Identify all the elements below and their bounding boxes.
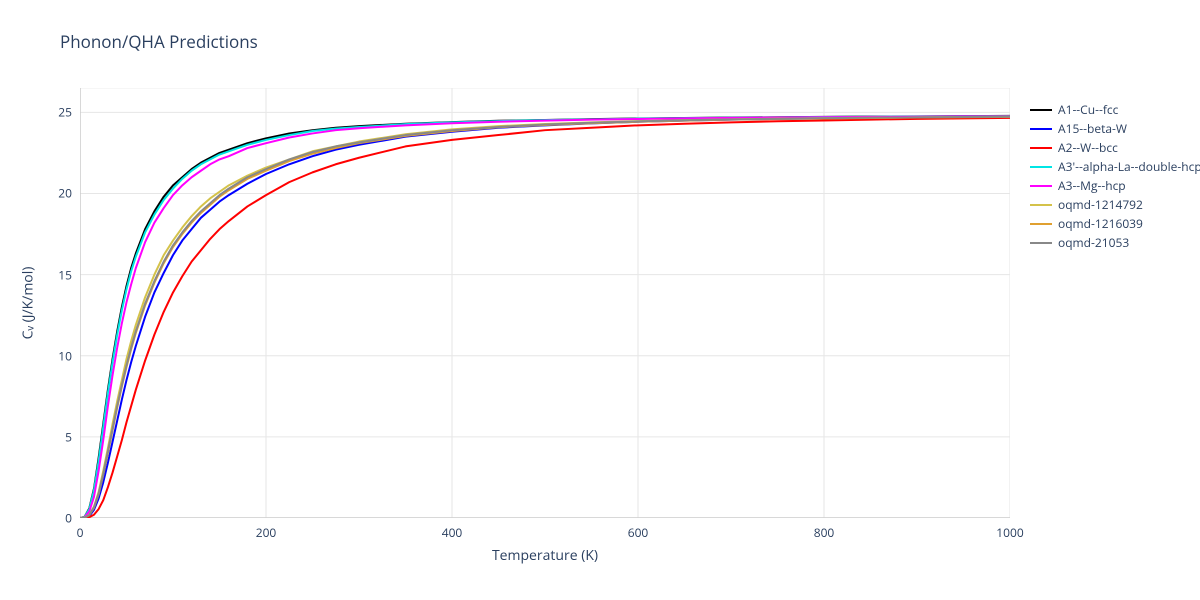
series-line[interactable] xyxy=(80,117,1010,518)
legend-item[interactable]: A3--Mg--hcp xyxy=(1030,176,1200,195)
series-line[interactable] xyxy=(80,116,1010,518)
legend-label: A2--W--bcc xyxy=(1058,139,1118,156)
legend-item[interactable]: oqmd-1214792 xyxy=(1030,195,1200,214)
x-axis-label: Temperature (K) xyxy=(492,546,598,565)
legend-swatch xyxy=(1030,128,1052,130)
legend-label: oqmd-1216039 xyxy=(1058,215,1143,232)
series-line[interactable] xyxy=(80,116,1010,518)
legend-swatch xyxy=(1030,147,1052,149)
x-tick-label: 400 xyxy=(442,524,463,541)
legend-item[interactable]: A15--beta-W xyxy=(1030,119,1200,138)
legend-swatch xyxy=(1030,109,1052,111)
y-tick-label: 10 xyxy=(58,347,72,364)
series-line[interactable] xyxy=(80,116,1010,518)
series-line[interactable] xyxy=(80,117,1010,518)
x-tick-label: 1000 xyxy=(996,524,1023,541)
series-line[interactable] xyxy=(80,117,1010,518)
x-tick-label: 800 xyxy=(814,524,835,541)
y-tick-label: 15 xyxy=(58,266,72,283)
chart-container: Phonon/QHA Predictions 02004006008001000… xyxy=(0,0,1200,600)
legend-item[interactable]: A1--Cu--fcc xyxy=(1030,100,1200,119)
legend-swatch xyxy=(1030,185,1052,187)
legend-swatch xyxy=(1030,223,1052,225)
legend-label: oqmd-21053 xyxy=(1058,234,1129,251)
legend-item[interactable]: A2--W--bcc xyxy=(1030,138,1200,157)
legend-label: A15--beta-W xyxy=(1058,120,1127,137)
legend-swatch xyxy=(1030,166,1052,168)
plot-area xyxy=(80,88,1010,518)
legend-label: oqmd-1214792 xyxy=(1058,196,1143,213)
legend-swatch xyxy=(1030,204,1052,206)
chart-title: Phonon/QHA Predictions xyxy=(60,30,258,53)
y-axis-label: Cᵥ (J/K/mol) xyxy=(19,267,38,340)
legend-item[interactable]: oqmd-21053 xyxy=(1030,233,1200,252)
series-line[interactable] xyxy=(80,117,1010,518)
y-tick-label: 5 xyxy=(65,428,72,445)
x-tick-label: 0 xyxy=(77,524,84,541)
legend-swatch xyxy=(1030,242,1052,244)
y-tick-label: 0 xyxy=(65,510,72,527)
legend-item[interactable]: A3'--alpha-La--double-hcp xyxy=(1030,157,1200,176)
legend: A1--Cu--fcc A15--beta-W A2--W--bcc A3'--alp… xyxy=(1030,100,1200,252)
legend-item[interactable]: oqmd-1216039 xyxy=(1030,214,1200,233)
x-tick-label: 600 xyxy=(628,524,649,541)
legend-label: A3'--alpha-La--double-hcp xyxy=(1058,158,1200,175)
y-tick-label: 25 xyxy=(58,104,72,121)
x-tick-label: 200 xyxy=(256,524,277,541)
series-line[interactable] xyxy=(80,118,1010,518)
y-tick-label: 20 xyxy=(58,185,72,202)
legend-label: A1--Cu--fcc xyxy=(1058,101,1118,118)
legend-label: A3--Mg--hcp xyxy=(1058,177,1126,194)
